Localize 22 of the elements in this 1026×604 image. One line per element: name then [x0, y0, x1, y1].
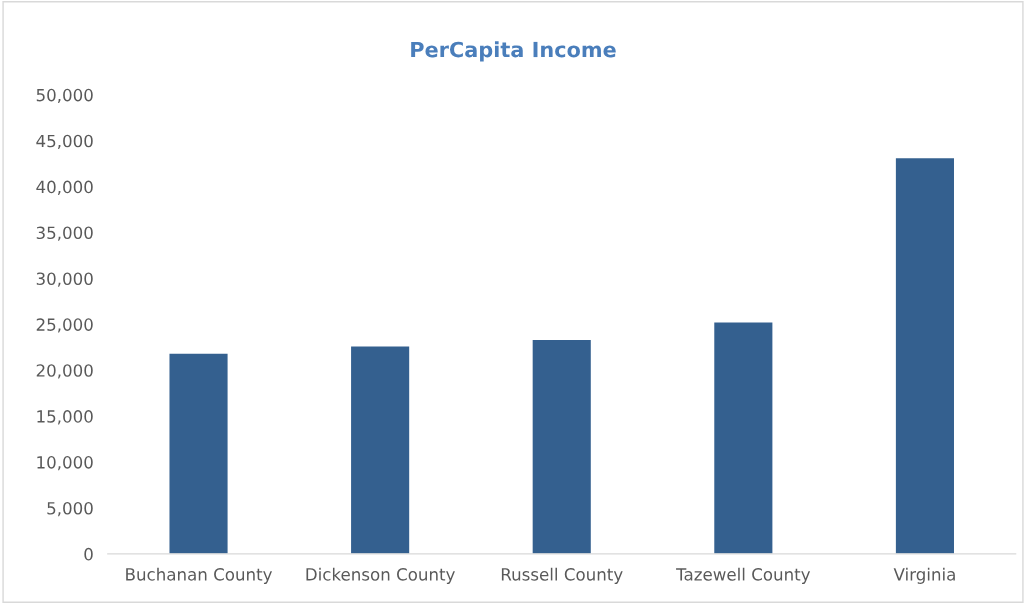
- y-tick-label: 15,000: [37, 410, 93, 425]
- bar: [169, 353, 228, 554]
- x-tick-label: Buchanan County: [126, 567, 272, 584]
- x-tick-label: Dickenson County: [306, 567, 455, 584]
- y-tick-label: 5,000: [47, 501, 93, 517]
- y-tick-label: 10,000: [37, 456, 93, 471]
- y-tick-label: 40,000: [36, 180, 93, 195]
- bar: [714, 322, 773, 554]
- y-tick-label: 35,000: [36, 226, 93, 241]
- y-tick-label: 0: [84, 547, 93, 561]
- y-tick-label: 25,000: [36, 318, 93, 333]
- y-tick-label: 20,000: [36, 364, 93, 379]
- y-tick-label: 30,000: [36, 272, 93, 287]
- y-tick-label: 50,000: [36, 88, 93, 104]
- x-tick-label: Russell County: [501, 567, 623, 584]
- bar: [351, 346, 410, 554]
- bar: [532, 339, 591, 554]
- y-tick-label: 45,000: [36, 134, 93, 149]
- chart-title: PerCapita Income: [411, 41, 616, 62]
- bar: [895, 158, 954, 554]
- x-tick-label: Virginia: [893, 567, 955, 584]
- x-tick-label: Tazewell County: [676, 567, 811, 584]
